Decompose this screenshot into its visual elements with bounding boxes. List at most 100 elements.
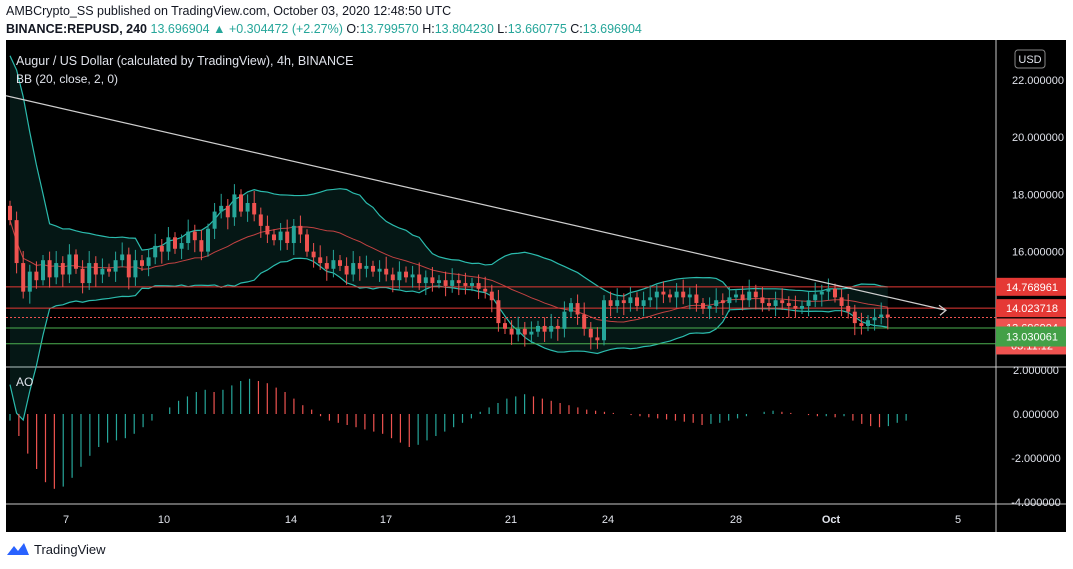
- candle-body: [206, 228, 210, 252]
- candle-body: [450, 280, 455, 286]
- candle-body: [549, 325, 554, 332]
- candle-body: [21, 263, 26, 292]
- time-axis-ticks: 7 10 14 17 21 24 28 Oct 5: [63, 514, 961, 526]
- candle-body: [852, 311, 857, 324]
- time-tick-label: 5: [955, 514, 961, 526]
- time-tick-label: 24: [602, 514, 614, 526]
- candle-body: [311, 251, 316, 258]
- trendline[interactable]: [5, 95, 947, 311]
- candle-body: [285, 231, 290, 244]
- candle-body: [87, 263, 92, 284]
- candle-body: [582, 314, 587, 329]
- candle-body: [621, 300, 626, 304]
- candle-body: [186, 231, 191, 244]
- price-labels: 14.768961 14.023718 13.696904 03:11:12 1…: [996, 277, 1066, 355]
- candle-body: [146, 257, 151, 266]
- bb-legend: BB (20, close, 2, 0): [16, 72, 118, 86]
- price-tick-label: 18.000000: [1012, 189, 1064, 201]
- main-title: Augur / US Dollar (calculated by Trading…: [16, 54, 353, 68]
- published-text: published on TradingView.com, October 03…: [97, 4, 452, 18]
- candle-body: [608, 300, 613, 306]
- candle-body: [602, 300, 606, 341]
- candle-body: [866, 320, 870, 326]
- candle-body: [113, 260, 118, 272]
- candle-body: [456, 280, 461, 284]
- candle-body: [555, 325, 560, 329]
- candle-body: [318, 257, 323, 264]
- candle-body: [826, 288, 831, 292]
- candle-body: [179, 243, 184, 249]
- open-value: 13.799570: [359, 22, 419, 36]
- candle-body: [674, 291, 679, 298]
- candle-body: [159, 245, 164, 252]
- time-tick-label: Oct: [822, 514, 841, 526]
- candle-body: [793, 305, 798, 309]
- low-label: L:: [497, 22, 508, 36]
- candle-body: [41, 260, 45, 281]
- candle-body: [859, 323, 864, 326]
- ao-histogram: [9, 378, 907, 489]
- currency-button[interactable]: [1014, 49, 1046, 69]
- candle-body: [54, 263, 59, 278]
- candle-body: [687, 294, 692, 298]
- time-tick-label: 7: [63, 514, 69, 526]
- candle-body: [813, 294, 818, 301]
- candle-body: [67, 254, 72, 275]
- horizontal-levels: [6, 286, 996, 345]
- candle-body: [760, 297, 765, 304]
- candle-body: [575, 303, 580, 315]
- ao-tick-label: 0.000000: [1013, 409, 1059, 421]
- candle-body: [107, 268, 111, 272]
- candle-body: [522, 328, 527, 335]
- candle-body: [569, 303, 573, 312]
- candle-body: [786, 303, 791, 306]
- candle-body: [140, 260, 144, 266]
- candle-body: [536, 325, 540, 332]
- candle-body: [404, 271, 408, 278]
- candle-body: [8, 205, 12, 221]
- candle-body: [872, 317, 877, 321]
- candle-body: [272, 234, 276, 241]
- candle-body: [338, 260, 342, 266]
- candle-body: [60, 263, 65, 275]
- ao-tick-label: -4.000000: [1011, 497, 1061, 509]
- last-price: 13.696904: [150, 22, 210, 36]
- candle-body: [357, 263, 362, 269]
- candle-body: [298, 225, 303, 235]
- author-name[interactable]: AMBCrypto_SS: [6, 4, 94, 18]
- candle-body: [595, 337, 600, 341]
- candle-body: [212, 211, 217, 229]
- candle-body: [767, 303, 771, 306]
- candle-body: [562, 311, 567, 329]
- candle-body: [417, 274, 422, 284]
- candle-body: [225, 205, 230, 218]
- time-tick-label: 21: [505, 514, 517, 526]
- candle-body: [879, 314, 884, 318]
- candle-body: [153, 245, 158, 258]
- candle-body: [291, 225, 296, 244]
- candle-body: [34, 271, 39, 281]
- candle-body: [47, 260, 52, 278]
- candle-body: [239, 194, 243, 212]
- resistance-price-tag: [996, 277, 1066, 296]
- chart-svg[interactable]: Augur / US Dollar (calculated by Trading…: [5, 40, 1066, 532]
- ao-title: AO: [16, 375, 33, 389]
- candle-body: [740, 294, 745, 301]
- candle-body: [476, 283, 481, 289]
- close-label: C:: [570, 22, 583, 36]
- candle-body: [654, 291, 659, 298]
- tradingview-logo-icon[interactable]: [6, 541, 30, 557]
- candle-body: [120, 254, 125, 261]
- resistance-price-text: 14.768961: [1006, 282, 1058, 294]
- candle-body: [74, 254, 78, 269]
- footer-brand[interactable]: TradingView: [34, 541, 106, 557]
- candle-body: [668, 294, 672, 298]
- candle-body: [192, 231, 197, 241]
- chart-area[interactable]: Augur / US Dollar (calculated by Trading…: [5, 40, 1066, 532]
- candle-body: [133, 260, 138, 278]
- currency-button-label[interactable]: USD: [1018, 54, 1041, 66]
- candle-body: [265, 225, 270, 235]
- close-value: 13.696904: [582, 22, 642, 36]
- candle-body: [707, 305, 712, 309]
- candle-body: [753, 291, 758, 298]
